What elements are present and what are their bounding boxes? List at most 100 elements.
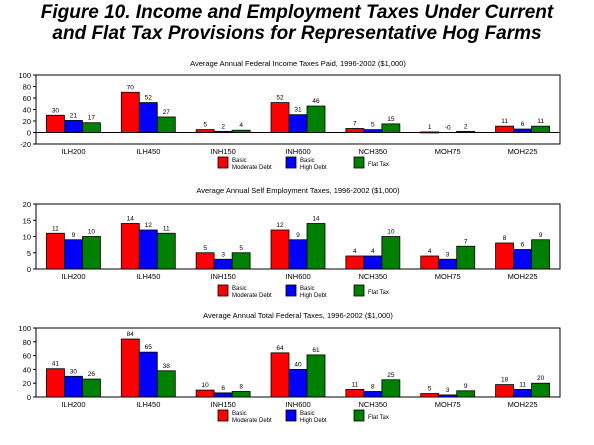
- category-label: MOH75: [435, 272, 461, 281]
- bar-value-label: 5: [239, 245, 243, 252]
- bar-value-label: 26: [88, 371, 96, 378]
- category-label: NCH350: [358, 400, 387, 409]
- bar-value-label: 70: [127, 84, 135, 91]
- category-label: INH150: [210, 400, 235, 409]
- bar-value-label: -0: [445, 125, 451, 132]
- chart-title: Average Annual Total Federal Taxes, 1996…: [203, 311, 393, 320]
- bar-basic-high-debt: [438, 394, 458, 398]
- bar-value-label: 64: [276, 345, 284, 352]
- category-label: ILH450: [136, 400, 160, 409]
- bar-flat-tax: [381, 236, 401, 270]
- bar-value-label: 3: [446, 387, 450, 394]
- bar-value-label: 5: [371, 122, 375, 129]
- y-tick-label: 40: [23, 106, 31, 115]
- bar-value-label: 41: [52, 361, 60, 368]
- chart-panel-2: Average Annual Self Employment Taxes, 19…: [23, 186, 561, 299]
- figure-title-line-2: and Flat Tax Provisions for Representati…: [52, 23, 542, 44]
- bar-basic-high-debt: [513, 128, 532, 133]
- bar-basic-moderate-debt: [195, 389, 215, 398]
- bar-basic-high-debt: [138, 229, 158, 270]
- bar-basic-moderate-debt: [46, 368, 65, 398]
- bar-flat-tax: [231, 391, 251, 398]
- y-tick-label: -20: [20, 140, 31, 149]
- bar-value-label: 21: [70, 112, 78, 119]
- bar-value-label: 7: [464, 238, 468, 245]
- bar-value-label: 14: [127, 216, 135, 223]
- bar-value-label: 52: [145, 95, 153, 102]
- legend-swatch-basic-moderate-debt: [217, 409, 229, 422]
- bar-value-label: 10: [88, 229, 96, 236]
- bar-flat-tax: [231, 252, 251, 270]
- bar-flat-tax: [231, 129, 251, 133]
- bar-value-label: 9: [296, 232, 300, 239]
- bar-value-label: 6: [521, 242, 525, 249]
- bar-value-label: 7: [353, 120, 357, 127]
- bar-value-label: 30: [52, 107, 60, 114]
- bar-basic-high-debt: [438, 258, 458, 270]
- bar-basic-moderate-debt: [495, 125, 514, 133]
- category-label: ILH200: [61, 400, 85, 409]
- bar-basic-high-debt: [64, 375, 83, 398]
- bar-value-label: 11: [519, 381, 526, 388]
- y-tick-label: 5: [27, 249, 31, 258]
- bar-value-label: 11: [351, 381, 358, 388]
- bar-basic-high-debt: [213, 392, 233, 398]
- bar-basic-moderate-debt: [120, 91, 140, 133]
- bar-value-label: 25: [387, 372, 395, 379]
- chart-panel-3: Average Annual Total Federal Taxes, 1996…: [18, 311, 561, 424]
- legend-label: Basic: [300, 286, 315, 292]
- category-label: INH600: [285, 400, 310, 409]
- y-tick-label: 10: [23, 233, 31, 242]
- bar-flat-tax: [82, 236, 101, 270]
- bar-basic-high-debt: [363, 391, 383, 398]
- bar-value-label: 31: [294, 107, 302, 114]
- bar-flat-tax: [306, 354, 326, 398]
- bar-value-label: 5: [428, 386, 432, 393]
- legend-label: High Debt: [300, 165, 327, 171]
- category-label: MOH75: [435, 147, 461, 156]
- y-tick-label: 60: [23, 352, 31, 361]
- legend-label: Moderate Debt: [232, 418, 272, 424]
- bar-value-label: 11: [52, 225, 59, 232]
- legend-label: Flat Tax: [368, 290, 389, 296]
- legend-label: High Debt: [300, 293, 327, 299]
- figure-title: Figure 10. Income and Employment Taxes U…: [0, 2, 594, 44]
- bar-basic-moderate-debt: [270, 102, 290, 133]
- bar-basic-high-debt: [513, 249, 532, 270]
- bar-value-label: 2: [221, 123, 225, 130]
- y-tick-label: 0: [27, 393, 31, 402]
- bar-value-label: 6: [221, 385, 225, 392]
- bar-value-label: 11: [163, 225, 170, 232]
- bar-basic-high-debt: [138, 351, 158, 398]
- bar-value-label: 5: [203, 245, 207, 252]
- legend-swatch-flat-tax: [353, 156, 365, 169]
- bar-value-label: 20: [537, 375, 545, 382]
- bar-value-label: 18: [501, 377, 509, 384]
- bar-value-label: 9: [539, 232, 543, 239]
- category-label: ILH450: [136, 272, 160, 281]
- bar-value-label: 9: [464, 383, 468, 390]
- y-tick-label: 100: [18, 71, 31, 80]
- bar-basic-moderate-debt: [345, 128, 365, 133]
- y-tick-label: 20: [23, 379, 31, 388]
- bar-value-label: 15: [387, 116, 395, 123]
- bar-basic-moderate-debt: [420, 131, 440, 134]
- bar-value-label: 14: [312, 216, 320, 223]
- bar-value-label: 3: [221, 251, 225, 258]
- bar-basic-moderate-debt: [495, 242, 514, 270]
- bar-basic-high-debt: [288, 368, 308, 398]
- bar-value-label: 4: [371, 248, 375, 255]
- category-label: MOH75: [435, 400, 461, 409]
- bar-flat-tax: [381, 123, 401, 133]
- bar-value-label: 11: [537, 118, 544, 125]
- y-tick-label: 80: [23, 338, 31, 347]
- bar-value-label: 6: [521, 121, 525, 128]
- y-tick-label: 80: [23, 83, 31, 92]
- bar-basic-moderate-debt: [120, 338, 140, 398]
- bar-basic-high-debt: [213, 258, 233, 270]
- legend-swatch-basic-high-debt: [285, 409, 297, 422]
- bar-value-label: 3: [446, 251, 450, 258]
- bar-basic-moderate-debt: [46, 114, 65, 133]
- bar-basic-moderate-debt: [270, 352, 290, 398]
